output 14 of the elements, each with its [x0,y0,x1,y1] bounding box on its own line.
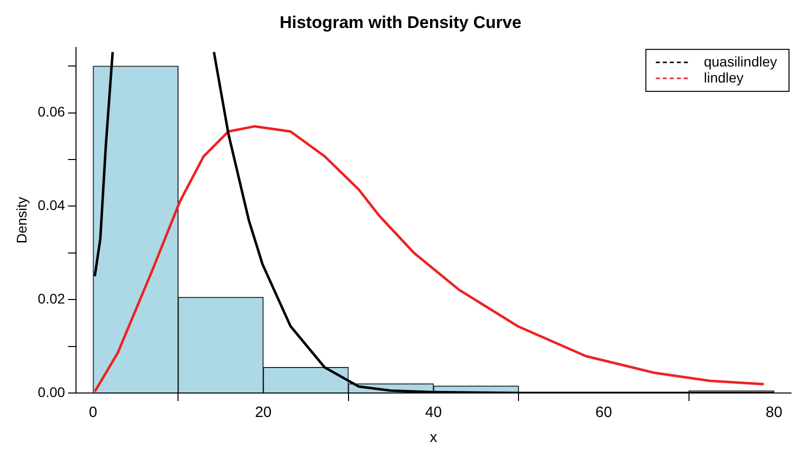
y-axis-title: Density [13,196,30,244]
x-tick-label: 40 [425,404,442,422]
x-tick-label: 20 [254,404,272,422]
x-tick-label: 0 [88,404,98,422]
y-tick-label: 0.04 [38,197,66,214]
y-tick-label: 0.02 [38,290,66,306]
x-tick-label: 80 [766,404,782,422]
x-tick-label: 60 [595,404,612,422]
x-axis-title: x [430,429,438,446]
y-tick-label: 0.06 [38,104,66,120]
chart-title: Histogram with Density Curve [280,12,522,32]
legend-label: lindley [704,69,744,86]
legend-label: quasilindley [704,53,778,70]
y-tick-label: 0.00 [38,384,66,400]
